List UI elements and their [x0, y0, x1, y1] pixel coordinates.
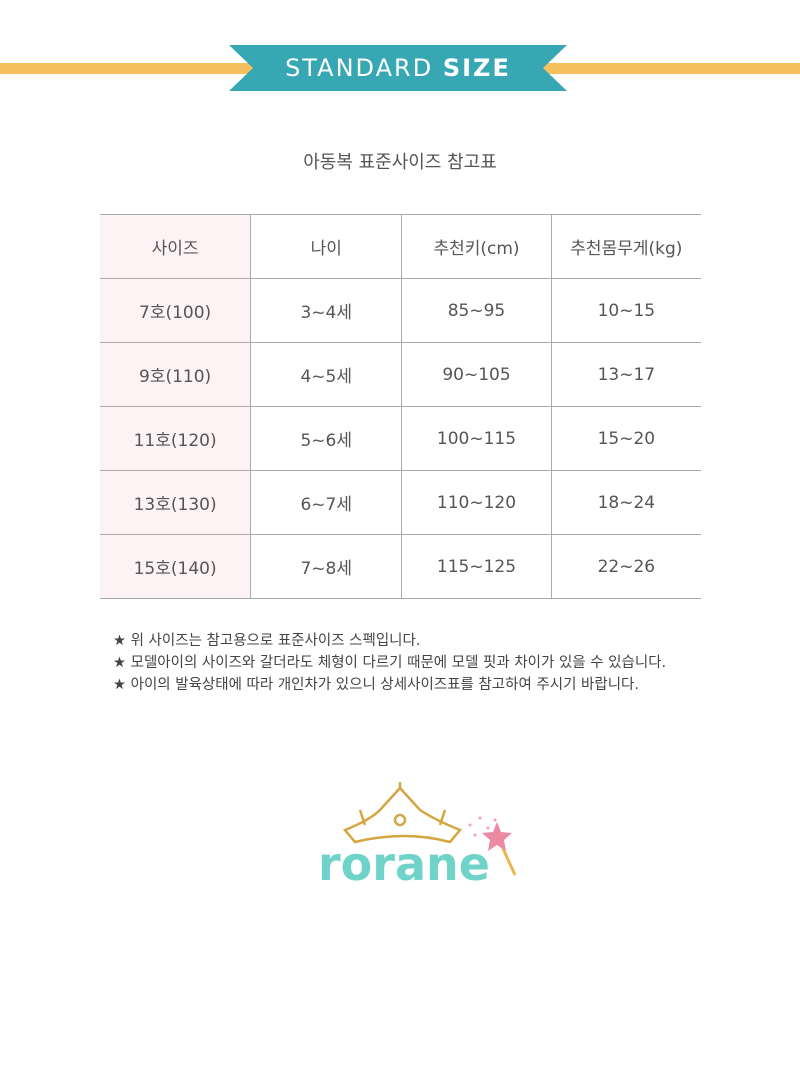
note: ★ 아이의 발육상태에 따라 개인차가 있으니 상세사이즈표를 참고하여 주시기… [113, 677, 639, 693]
table-row: 15호(140) 7~8세 115~125 22~26 [100, 534, 701, 599]
table-row: 13호(130) 6~7세 110~120 18~24 [100, 470, 701, 535]
table-header-row: 사이즈 나이 추천키(cm) 추천몸무게(kg) [100, 214, 701, 279]
table-row: 9호(110) 4~5세 90~105 13~17 [100, 342, 701, 407]
header-cell: 추천키(cm) [401, 214, 552, 279]
banner-text-regular: STANDARD [285, 54, 434, 82]
table-cell: 5~6세 [250, 406, 402, 471]
table-cell: 85~95 [401, 278, 552, 343]
table-cell: 9호(110) [100, 342, 251, 407]
header-cell: 나이 [250, 214, 402, 279]
table-cell: 4~5세 [250, 342, 402, 407]
banner-title: STANDARD SIZE [229, 45, 567, 91]
table-cell: 6~7세 [250, 470, 402, 535]
banner-ribbon [229, 45, 567, 91]
table-cell: 7~8세 [250, 534, 402, 599]
table-cell: 100~115 [401, 406, 552, 471]
logo-text: rorane [318, 837, 490, 890]
table-cell: 18~24 [550, 470, 701, 535]
header-cell: 추천몸무게(kg) [550, 214, 701, 279]
page-title: 아동복 표준사이즈 참고표 [303, 152, 497, 173]
table-cell: 90~105 [401, 342, 552, 407]
table-cell: 22~26 [550, 534, 701, 599]
table-cell: 15호(140) [100, 534, 251, 599]
table-cell: 15~20 [550, 406, 701, 471]
size-table: 사이즈 나이 추천키(cm) 추천몸무게(kg) 7호(100) 3~4세 85~95 10~… [100, 214, 701, 599]
header-cell: 사이즈 [100, 214, 251, 279]
table-cell: 7호(100) [100, 278, 251, 343]
table-cell: 10~15 [550, 278, 701, 343]
banner-text-bold: SIZE [442, 54, 511, 82]
rorane-logo: rorane [318, 782, 517, 890]
table-cell: 11호(120) [100, 406, 251, 471]
table-row: 11호(120) 5~6세 100~115 15~20 [100, 406, 701, 471]
table-cell: 3~4세 [250, 278, 402, 343]
note: ★ 모델아이의 사이즈와 갈더라도 체형이 다르기 때문에 모델 핏과 차이가 … [113, 655, 667, 671]
table-cell: 110~120 [401, 470, 552, 535]
table-cell: 13~17 [550, 342, 701, 407]
banner-stripe-right [540, 63, 800, 74]
table-cell: 13호(130) [100, 470, 251, 535]
banner-stripe-left [0, 63, 260, 74]
note: ★ 위 사이즈는 참고용으로 표준사이즈 스펙입니다. [113, 633, 421, 649]
table-cell: 115~125 [401, 534, 552, 599]
table-row: 7호(100) 3~4세 85~95 10~15 [100, 278, 701, 343]
notes: ★ 위 사이즈는 참고용으로 표준사이즈 스펙입니다. ★ 모델아이의 사이즈와… [113, 630, 666, 696]
